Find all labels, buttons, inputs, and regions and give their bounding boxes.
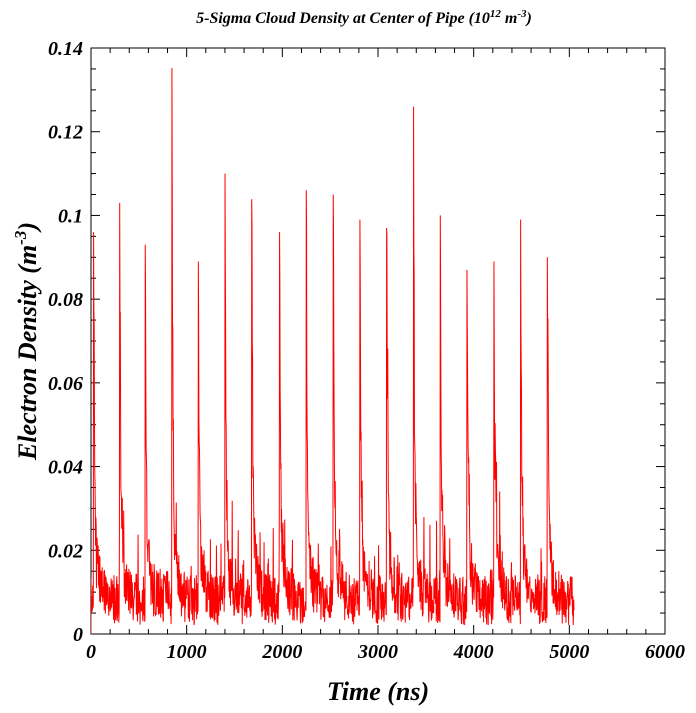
x-tick-label: 5000 xyxy=(549,641,589,663)
x-tick-label: 6000 xyxy=(645,641,685,663)
x-tick-label: 2000 xyxy=(261,641,302,663)
x-tick-label: 0 xyxy=(86,641,96,663)
x-tick-label: 1000 xyxy=(167,641,207,663)
axis-ticks xyxy=(90,47,666,635)
y-axis-label: Electron Density (m-3) xyxy=(11,222,42,461)
x-tick-label: 3000 xyxy=(357,641,398,663)
y-tick-label: 0.12 xyxy=(48,122,83,144)
y-tick-label: 0.04 xyxy=(48,457,83,479)
y-tick-label: 0.08 xyxy=(48,289,83,311)
series-line xyxy=(91,67,575,634)
y-tick-label: 0.14 xyxy=(48,38,83,60)
y-tick-label: 0.1 xyxy=(58,205,83,227)
y-tick-label: 0.02 xyxy=(48,540,83,562)
x-tick-label: 4000 xyxy=(453,641,494,663)
plot-frame xyxy=(90,47,666,635)
y-tick-label: 0 xyxy=(73,624,83,646)
axis-tick-labels: 0 1000 2000 3000 4000 5000 6000 0 0.02 0.04 0.06 0.… xyxy=(48,38,685,663)
y-tick-label: 0.06 xyxy=(48,373,83,395)
chart-title: 5-Sigma Cloud Density at Center of Pipe … xyxy=(196,8,532,27)
x-axis-label: Time (ns) xyxy=(327,677,429,706)
